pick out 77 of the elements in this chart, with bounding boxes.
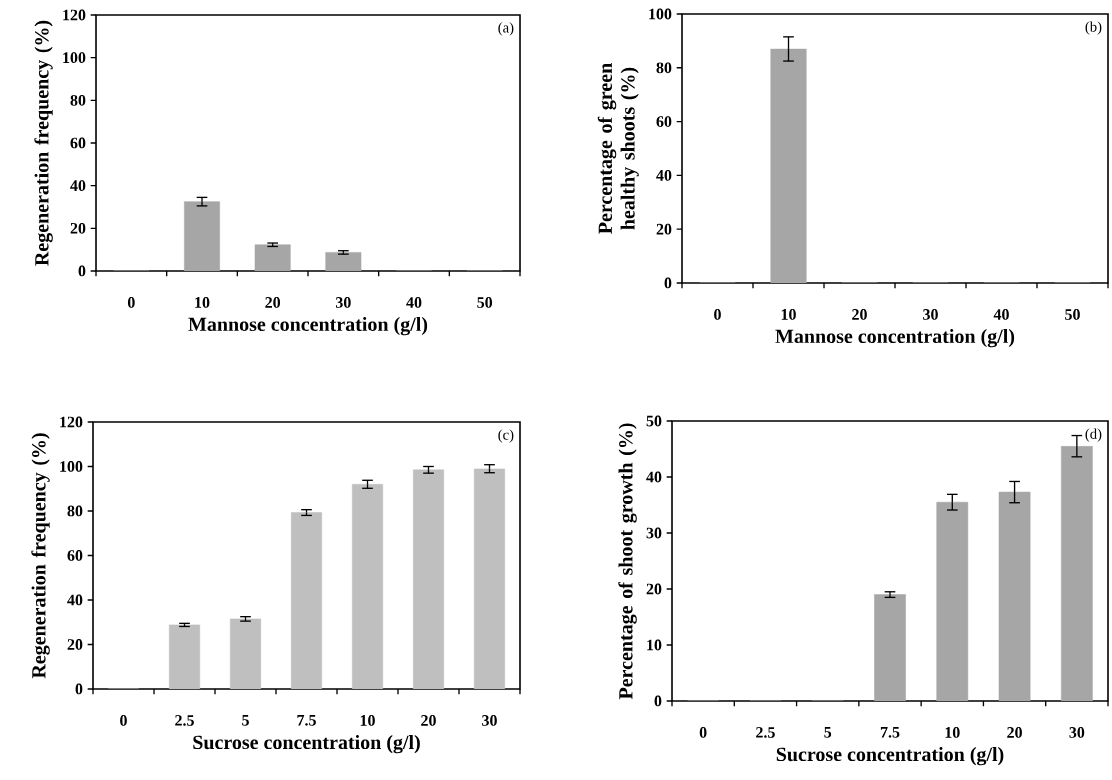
y-tick-label: 40 <box>656 169 672 181</box>
x-tick-label: 10 <box>945 727 960 738</box>
x-tick-label: 20 <box>1007 727 1022 738</box>
y-tick-label: 60 <box>656 116 672 127</box>
bar <box>473 468 506 689</box>
x-axis-title: Mannose concentration (g/l) <box>775 328 1015 348</box>
x-tick-label: 30 <box>335 297 351 308</box>
x-axis-title: Sucrose concentration (g/l) <box>193 735 420 754</box>
y-tick-label: 100 <box>60 461 83 472</box>
annotation: (c) <box>498 429 514 443</box>
x-tick-label: 5 <box>242 715 249 726</box>
x-tick-label: 0 <box>699 727 707 738</box>
y-axis-title: Regeneration frequency (%) <box>31 433 50 679</box>
x-tick-label: 2.5 <box>756 727 775 738</box>
x-tick-label: 7.5 <box>880 727 900 738</box>
y-tick-label: 20 <box>67 639 83 650</box>
y-tick-label: 20 <box>646 583 662 595</box>
bar <box>874 594 906 701</box>
y-tick-label: 20 <box>70 222 86 234</box>
x-tick-label: 30 <box>1069 727 1085 738</box>
y-tick-label: 0 <box>75 683 83 695</box>
bar <box>998 491 1031 701</box>
y-tick-label: 40 <box>70 180 86 192</box>
y-tick-label: 30 <box>646 527 662 539</box>
x-tick-label: 20 <box>852 309 867 320</box>
x-tick-label: 7.5 <box>297 715 316 726</box>
y-tick-label: 120 <box>60 416 83 428</box>
x-tick-label: 5 <box>824 727 832 738</box>
x-tick-label: 20 <box>421 715 436 726</box>
bar <box>254 244 291 271</box>
bar <box>1061 445 1093 701</box>
bar <box>168 624 201 689</box>
y-axis-title: Percentage of green healthy shoots (%) <box>597 63 639 234</box>
x-tick-label: 10 <box>781 309 796 320</box>
y-tick-label: 0 <box>654 695 662 707</box>
y-tick-label: 40 <box>67 594 83 606</box>
y-axis-title: Regeneration frequency (%) <box>34 20 53 266</box>
x-tick-label: 50 <box>1065 309 1080 320</box>
y-tick-label: 100 <box>63 52 86 64</box>
x-axis-title: Mannose concentration (g/l) <box>188 316 428 336</box>
x-tick-label: 10 <box>195 297 210 308</box>
bar <box>412 469 445 689</box>
y-tick-label: 10 <box>647 639 662 651</box>
x-tick-label: 40 <box>406 297 422 308</box>
y-tick-label: 100 <box>649 8 672 20</box>
y-tick-label: 60 <box>67 550 83 561</box>
y-tick-label: 0 <box>664 277 672 289</box>
x-tick-label: 10 <box>360 715 375 726</box>
y-tick-label: 40 <box>646 471 662 483</box>
bar <box>184 201 220 271</box>
x-tick-label: 30 <box>923 309 938 320</box>
x-tick-label: 50 <box>477 297 493 308</box>
y-tick-label: 80 <box>67 505 83 517</box>
bar <box>229 618 262 689</box>
y-tick-label: 80 <box>70 94 86 106</box>
bar <box>290 512 323 689</box>
x-tick-label: 2.5 <box>175 715 194 726</box>
annotation: (a) <box>498 22 514 36</box>
y-axis-title: Percentage of shoot growth (%) <box>618 423 637 700</box>
x-tick-label: 0 <box>127 297 135 308</box>
y-tick-label: 50 <box>646 415 662 427</box>
annotation: (b) <box>1085 21 1102 35</box>
y-tick-label: 60 <box>70 137 86 149</box>
x-tick-label: 30 <box>482 715 497 726</box>
y-tick-label: 20 <box>656 223 672 235</box>
y-tick-label: 80 <box>656 62 672 74</box>
x-tick-label: 0 <box>120 715 127 726</box>
x-tick-label: 40 <box>993 309 1009 320</box>
bar <box>325 252 362 271</box>
bar <box>936 501 969 701</box>
x-tick-label: 20 <box>265 297 281 308</box>
bar <box>351 484 384 689</box>
y-tick-label: 0 <box>78 265 86 277</box>
x-axis-title: Sucrose concentration (g/l) <box>776 747 1004 766</box>
x-tick-label: 0 <box>714 309 721 320</box>
annotation: (d) <box>1085 428 1102 442</box>
y-tick-label: 120 <box>63 9 86 21</box>
